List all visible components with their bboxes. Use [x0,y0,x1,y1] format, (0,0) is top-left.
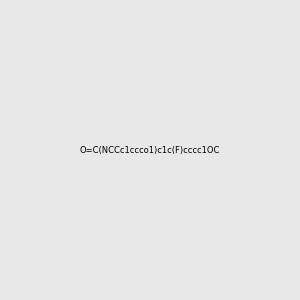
Text: O=C(NCCc1ccco1)c1c(F)cccc1OC: O=C(NCCc1ccco1)c1c(F)cccc1OC [80,146,220,154]
